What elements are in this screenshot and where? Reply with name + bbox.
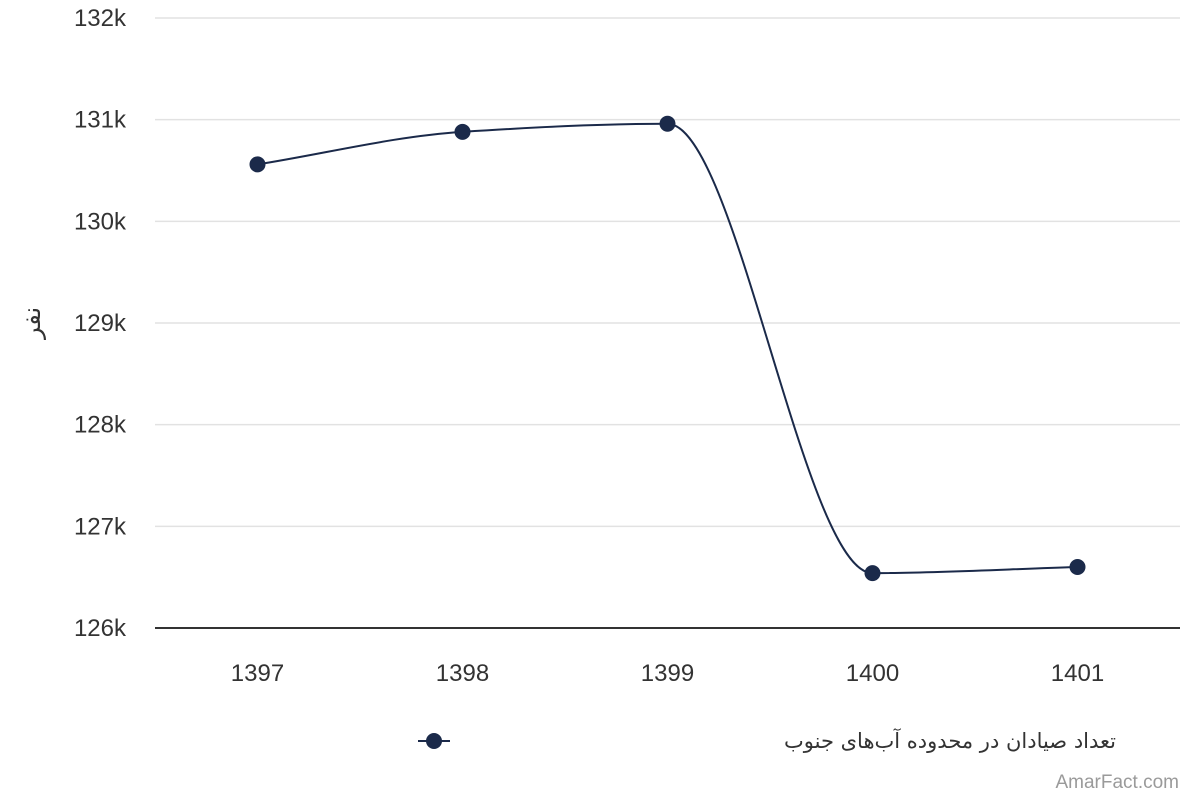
series-line [257, 122, 1078, 575]
y-axis-ticks: 126k 127k 128k 129k 130k 131k 132k [74, 5, 127, 642]
grid-lines [155, 17, 1180, 528]
x-tick-label: 1397 [231, 660, 284, 687]
x-tick-label: 1401 [1051, 660, 1104, 687]
x-axis-ticks: 1397 1398 1399 1400 1401 [231, 660, 1104, 687]
data-point[interactable] [1069, 559, 1086, 575]
legend[interactable]: تعداد صیادان در محدوده آب‌های جنوب [418, 728, 1116, 753]
y-axis-label: نفر [19, 307, 46, 340]
y-tick-label: 127k [74, 513, 127, 540]
legend-label: تعداد صیادان در محدوده آب‌های جنوب [784, 728, 1116, 753]
y-tick-label: 128k [74, 412, 127, 439]
x-tick-label: 1400 [846, 660, 899, 687]
data-point[interactable] [659, 115, 676, 132]
data-point[interactable] [864, 565, 881, 582]
x-tick-label: 1399 [641, 660, 694, 687]
y-tick-label: 129k [74, 310, 127, 337]
series-group [249, 115, 1086, 582]
y-tick-label: 130k [74, 208, 127, 235]
watermark: AmarFact.com [1055, 772, 1179, 793]
data-point[interactable] [454, 123, 471, 140]
legend-marker-icon [426, 733, 442, 749]
data-point[interactable] [249, 156, 266, 173]
y-tick-label: 126k [74, 615, 127, 642]
y-tick-label: 131k [74, 107, 127, 134]
y-tick-label: 132k [74, 5, 127, 32]
x-tick-label: 1398 [436, 660, 489, 687]
